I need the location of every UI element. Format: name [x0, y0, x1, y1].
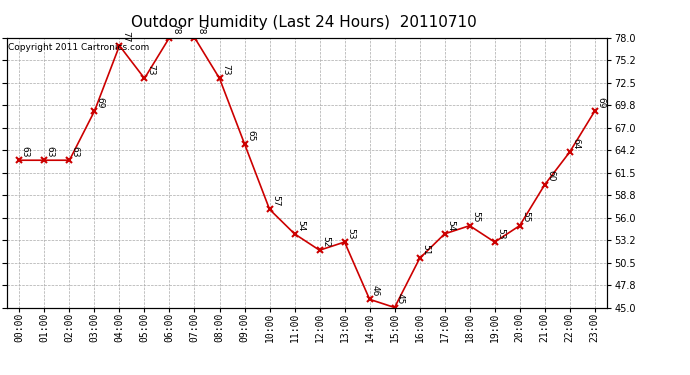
Text: 53: 53: [346, 228, 355, 239]
Text: 77: 77: [121, 32, 130, 43]
Text: 45: 45: [396, 293, 405, 305]
Text: 54: 54: [446, 220, 455, 231]
Text: 53: 53: [496, 228, 505, 239]
Text: 52: 52: [321, 236, 330, 248]
Text: 57: 57: [271, 195, 280, 207]
Text: 73: 73: [146, 64, 155, 76]
Text: 63: 63: [46, 146, 55, 158]
Text: Outdoor Humidity (Last 24 Hours)  20110710: Outdoor Humidity (Last 24 Hours) 2011071…: [130, 15, 477, 30]
Text: 55: 55: [471, 211, 480, 223]
Text: 78: 78: [171, 23, 180, 35]
Text: 55: 55: [521, 211, 530, 223]
Text: 46: 46: [371, 285, 380, 297]
Text: 65: 65: [246, 130, 255, 141]
Text: 69: 69: [96, 97, 105, 108]
Text: 63: 63: [71, 146, 80, 158]
Text: 60: 60: [546, 171, 555, 182]
Text: 73: 73: [221, 64, 230, 76]
Text: 63: 63: [21, 146, 30, 158]
Text: 51: 51: [421, 244, 430, 256]
Text: 78: 78: [196, 23, 205, 35]
Text: Copyright 2011 Cartronics.com: Copyright 2011 Cartronics.com: [8, 43, 149, 52]
Text: 54: 54: [296, 220, 305, 231]
Text: 64: 64: [571, 138, 580, 149]
Text: 69: 69: [596, 97, 605, 108]
